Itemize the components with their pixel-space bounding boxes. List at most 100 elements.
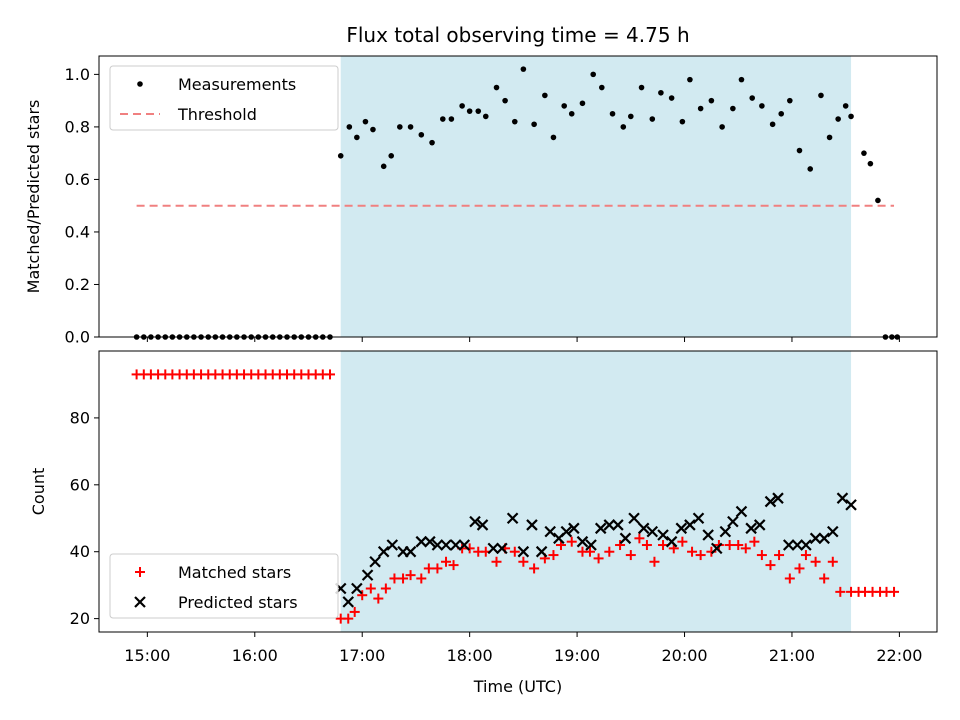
data-point xyxy=(807,166,814,172)
data-point xyxy=(658,540,669,551)
data-point xyxy=(509,546,520,557)
data-point xyxy=(735,505,748,518)
data-point xyxy=(354,134,360,141)
data-point xyxy=(407,124,414,130)
data-point xyxy=(432,563,443,574)
data-point xyxy=(361,569,374,581)
data-point xyxy=(502,97,508,104)
data-point xyxy=(520,66,527,72)
data-point xyxy=(753,519,766,531)
data-point xyxy=(740,543,751,554)
data-point xyxy=(749,536,760,547)
data-point xyxy=(544,525,557,538)
data-point xyxy=(405,570,416,581)
y-tick-label: 0.2 xyxy=(65,275,90,294)
data-point xyxy=(535,545,548,558)
data-point xyxy=(365,583,376,594)
data-point xyxy=(441,556,452,567)
data-point xyxy=(526,519,538,531)
legend-label: Matched stars xyxy=(178,563,291,582)
data-point xyxy=(818,92,824,99)
data-point xyxy=(439,116,446,122)
data-point xyxy=(719,525,732,538)
data-point xyxy=(620,124,627,130)
data-point xyxy=(759,103,765,109)
data-point xyxy=(794,563,805,574)
data-point xyxy=(677,536,688,547)
data-point xyxy=(568,110,575,117)
legend-label: Predicted stars xyxy=(178,593,298,612)
data-point xyxy=(764,495,777,508)
data-point xyxy=(710,542,723,555)
y-tick-label: 0.4 xyxy=(65,222,90,241)
data-point xyxy=(875,197,881,204)
data-point xyxy=(416,573,427,584)
data-point xyxy=(397,124,403,130)
data-point xyxy=(388,152,395,159)
data-point xyxy=(440,539,452,551)
plot-frame xyxy=(98,350,938,633)
data-point xyxy=(842,103,849,109)
data-point xyxy=(826,134,833,141)
data-point xyxy=(827,556,838,567)
legend: Matched stars Predicted stars xyxy=(109,553,339,619)
data-point xyxy=(675,522,688,535)
legend-marker xyxy=(135,567,145,577)
data-point xyxy=(493,84,500,91)
data-point xyxy=(373,593,384,604)
legend-box xyxy=(109,553,339,619)
x-tick-label: 20:00 xyxy=(661,646,707,665)
data-point xyxy=(496,542,508,555)
data-point xyxy=(404,545,417,558)
data-point xyxy=(733,540,744,551)
y-tick-label: 20 xyxy=(70,609,90,628)
data-point xyxy=(599,84,605,91)
data-point xyxy=(730,105,736,112)
legend-marker xyxy=(134,596,146,608)
x-axis-label: Time (UTC) xyxy=(473,677,562,696)
data-point xyxy=(687,76,693,83)
data-point xyxy=(531,121,537,128)
data-point xyxy=(351,582,363,595)
data-point xyxy=(749,95,756,101)
data-point xyxy=(818,532,830,545)
data-point xyxy=(778,110,785,117)
data-point xyxy=(867,160,874,167)
data-point xyxy=(429,139,435,146)
data-point xyxy=(542,92,548,99)
y-tick-label: 80 xyxy=(70,408,90,427)
x-tick-label: 17:00 xyxy=(339,646,385,665)
data-point xyxy=(861,150,867,156)
x-tick-label: 22:00 xyxy=(876,646,922,665)
data-point xyxy=(641,540,652,551)
observing-window-span xyxy=(340,351,852,632)
y-axis-label: Matched/Predicted stars xyxy=(24,100,43,294)
data-point xyxy=(529,563,540,574)
data-point xyxy=(889,586,900,597)
data-point xyxy=(459,103,465,109)
data-point xyxy=(560,525,573,538)
data-point xyxy=(800,550,811,561)
data-point xyxy=(423,563,434,574)
plot-frame xyxy=(98,55,938,338)
data-point xyxy=(346,124,353,130)
data-point xyxy=(769,121,776,128)
data-point xyxy=(491,556,502,567)
data-point xyxy=(476,519,489,531)
data-point xyxy=(357,590,368,601)
data-point xyxy=(448,560,459,571)
data-point xyxy=(634,533,645,544)
data-point xyxy=(369,555,381,568)
data-point xyxy=(702,529,714,541)
data-point xyxy=(609,110,616,117)
data-point xyxy=(593,553,604,564)
series-predicted-stars xyxy=(334,492,857,608)
data-point xyxy=(628,113,634,120)
data-point xyxy=(517,545,530,558)
data-point xyxy=(810,556,821,567)
data-point xyxy=(343,613,354,624)
y-tick-label: 0.6 xyxy=(65,170,90,189)
data-point xyxy=(418,131,425,138)
data-point xyxy=(787,97,793,104)
data-point xyxy=(625,550,636,561)
